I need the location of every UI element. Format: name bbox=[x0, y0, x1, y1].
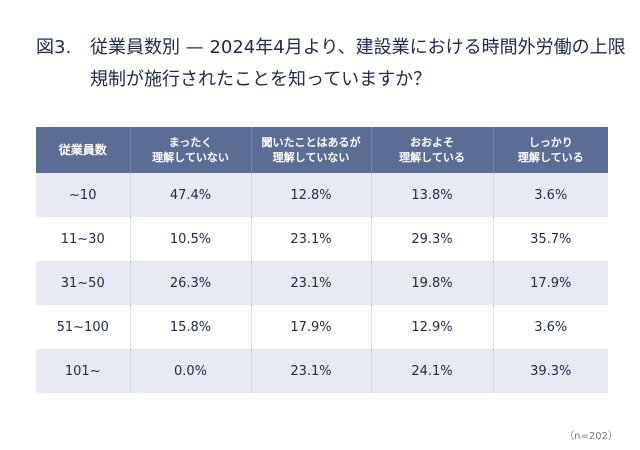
table-cell: 24.1% bbox=[370, 349, 493, 393]
row-label: 11~30 bbox=[60, 231, 105, 247]
table-row: 11~30 10.5% 23.1% 29.3% 35.7% bbox=[36, 217, 608, 261]
figure-title: 図3. 従業員数別 — 2024年4月より、建設業における時間外労働の上限規制が… bbox=[36, 32, 630, 96]
table-cell: 17.9% bbox=[250, 305, 371, 349]
table-row: 31~50 26.3% 23.1% 19.8% 17.9% bbox=[36, 261, 608, 305]
table-cell: 35.7% bbox=[492, 217, 608, 261]
table-cell: 3.6% bbox=[492, 305, 608, 349]
column-header: 聞いたことはあるが 理解していない bbox=[250, 127, 371, 173]
table-cell: 13.8% bbox=[370, 173, 493, 217]
sample-size-note: （n=202） bbox=[564, 431, 618, 442]
table-cell: 26.3% bbox=[129, 261, 251, 305]
table-cell: 10.5% bbox=[129, 217, 251, 261]
table-cell: 3.6% bbox=[492, 173, 608, 217]
table-cell: 15.8% bbox=[129, 305, 251, 349]
table-row: 101~ 0.0% 23.1% 24.1% 39.3% bbox=[36, 349, 608, 393]
table-cell: 39.3% bbox=[492, 349, 608, 393]
table-row: ~10 47.4% 12.8% 13.8% 3.6% bbox=[36, 173, 608, 217]
row-label: 31~50 bbox=[36, 261, 130, 305]
column-header: しっかり 理解している bbox=[492, 127, 608, 173]
table-cell: 12.9% bbox=[370, 305, 493, 349]
table-cell: 29.3% bbox=[370, 217, 493, 261]
row-label: 51~100 bbox=[56, 319, 109, 335]
column-header: おおよそ 理解している bbox=[370, 127, 493, 173]
table-cell: 23.1% bbox=[250, 349, 371, 393]
column-header: 従業員数 bbox=[36, 127, 130, 173]
table-cell: 23.1% bbox=[250, 217, 371, 261]
row-label: ~10 bbox=[36, 173, 130, 217]
table-cell: 19.8% bbox=[370, 261, 493, 305]
table-cell: 23.1% bbox=[250, 261, 371, 305]
table-row: 51~100 15.8% 17.9% 12.9% 3.6% bbox=[36, 305, 608, 349]
results-table: 従業員数 まったく 理解していない 聞いたことはあるが 理解していない おおよそ 理解してい… bbox=[36, 127, 608, 393]
column-header: まったく 理解していない bbox=[129, 127, 251, 173]
table-cell: 47.4% bbox=[129, 173, 251, 217]
table-cell: 0.0% bbox=[129, 349, 251, 393]
row-label: 101~ bbox=[36, 349, 130, 393]
table-header-row: 従業員数 まったく 理解していない 聞いたことはあるが 理解していない おおよそ 理解してい… bbox=[36, 127, 608, 173]
table-cell: 12.8% bbox=[250, 173, 371, 217]
figure-title-text: 従業員数別 — 2024年4月より、建設業における時間外労働の上限規制が施行され… bbox=[90, 37, 626, 90]
figure-number: 図3. bbox=[36, 37, 72, 58]
table-cell: 17.9% bbox=[492, 261, 608, 305]
